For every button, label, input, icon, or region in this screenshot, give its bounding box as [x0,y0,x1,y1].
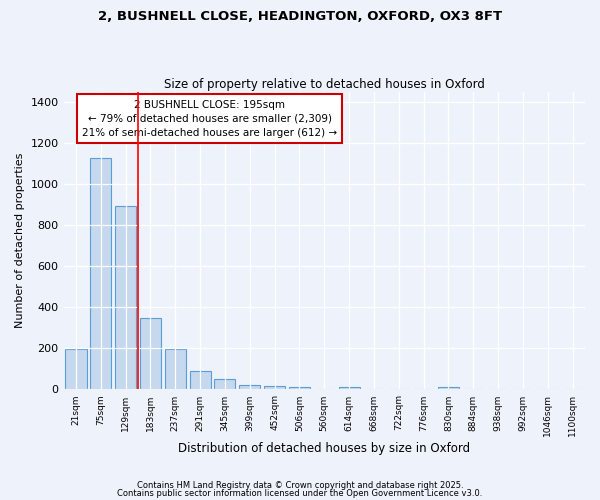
Bar [214,378,235,390]
Text: Contains HM Land Registry data © Crown copyright and database right 2025.: Contains HM Land Registry data © Crown c… [137,481,463,490]
Bar [65,350,86,390]
Bar [289,387,310,390]
Bar [90,158,112,390]
Bar [190,372,211,390]
Bar [165,350,186,390]
Text: Contains public sector information licensed under the Open Government Licence v3: Contains public sector information licen… [118,488,482,498]
X-axis label: Distribution of detached houses by size in Oxford: Distribution of detached houses by size … [178,442,470,455]
Bar [438,387,459,390]
Bar [115,206,136,390]
Bar [338,388,359,390]
Text: 2, BUSHNELL CLOSE, HEADINGTON, OXFORD, OX3 8FT: 2, BUSHNELL CLOSE, HEADINGTON, OXFORD, O… [98,10,502,23]
Bar [239,386,260,390]
Y-axis label: Number of detached properties: Number of detached properties [15,153,25,328]
Bar [140,318,161,390]
Text: 2 BUSHNELL CLOSE: 195sqm
← 79% of detached houses are smaller (2,309)
21% of sem: 2 BUSHNELL CLOSE: 195sqm ← 79% of detach… [82,100,337,138]
Bar [264,386,285,390]
Title: Size of property relative to detached houses in Oxford: Size of property relative to detached ho… [164,78,485,91]
